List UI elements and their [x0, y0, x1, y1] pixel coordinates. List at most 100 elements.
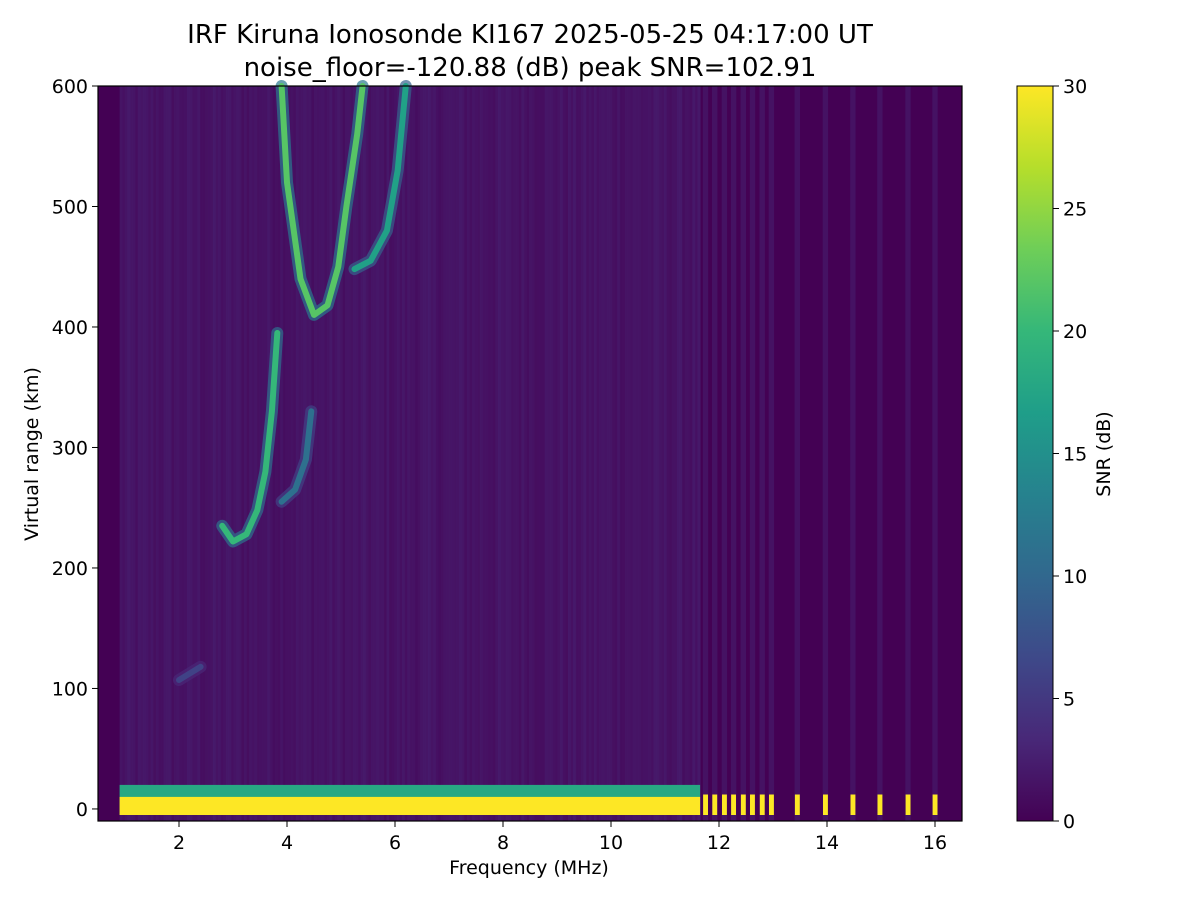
noise-column: [396, 86, 400, 821]
noise-column: [578, 86, 582, 821]
noise-column: [391, 86, 395, 821]
noise-column: [207, 86, 211, 821]
noise-column: [285, 86, 289, 821]
chart-subtitle: noise_floor=-120.88 (dB) peak SNR=102.91: [244, 53, 817, 83]
noise-column: [508, 86, 512, 821]
clutter-column: [823, 794, 828, 815]
noise-column: [135, 86, 139, 821]
echo-traces: [173, 80, 412, 686]
noise-column: [433, 86, 437, 821]
noise-column: [272, 86, 276, 821]
noise-column: [282, 86, 286, 821]
noise-column: [614, 86, 618, 821]
noise-column: [544, 86, 548, 821]
noise-column: [712, 86, 718, 821]
noise-column: [500, 86, 504, 821]
heatmap-area: [98, 80, 962, 821]
noise-column: [573, 86, 577, 821]
noise-column: [168, 86, 172, 821]
clutter-column: [877, 794, 883, 815]
noise-column: [498, 86, 501, 821]
noise-column: [560, 86, 564, 821]
noise-column: [155, 86, 159, 821]
noise-column: [759, 86, 765, 821]
noise-column: [702, 86, 709, 821]
noise-column: [464, 86, 468, 821]
noise-column: [619, 86, 623, 821]
noise-column: [513, 86, 517, 821]
clutter-column: [712, 794, 718, 815]
noise-column: [674, 86, 678, 821]
noise-column: [409, 86, 413, 821]
noise-column: [350, 86, 354, 821]
noise-column: [472, 86, 476, 821]
noise-column: [692, 86, 696, 821]
noise-column: [324, 86, 328, 821]
noise-column: [666, 86, 670, 821]
plot-frame: [97, 85, 963, 822]
noise-column: [601, 86, 605, 821]
clutter-column: [740, 794, 746, 815]
noise-column: [384, 86, 387, 821]
echo-trace: [219, 330, 281, 545]
noise-column: [459, 86, 463, 821]
clutter-column: [731, 794, 736, 815]
noise-column: [593, 86, 597, 821]
noise-column: [236, 86, 240, 821]
noise-column: [163, 86, 167, 821]
noise-column: [599, 86, 603, 821]
noise-column: [425, 86, 429, 821]
noise-column: [192, 86, 196, 821]
noise-column: [635, 86, 639, 821]
noise-column: [407, 86, 411, 821]
noise-column: [505, 86, 509, 821]
noise-column: [142, 86, 146, 821]
noise-column: [332, 86, 336, 821]
noise-column: [371, 86, 374, 821]
noise-column: [420, 86, 424, 821]
noise-column: [280, 86, 284, 821]
noise-column: [617, 86, 621, 821]
y-tick-label: 300: [52, 437, 88, 459]
noise-column: [905, 86, 911, 821]
noise-column: [596, 86, 600, 821]
noise-column: [671, 86, 675, 821]
colorbar-tick-label: 25: [1063, 199, 1087, 221]
noise-column: [311, 86, 315, 821]
noise-column: [656, 86, 660, 821]
noise-column: [378, 86, 382, 821]
y-axis-label: Virtual range (km): [21, 367, 43, 541]
noise-column: [174, 86, 177, 821]
noise-column: [435, 86, 439, 821]
noise-column: [231, 86, 235, 821]
noise-column: [124, 86, 128, 821]
noise-column: [358, 86, 362, 821]
y-axis: 0 100 200 300 400 500 600: [52, 76, 98, 821]
noise-column: [531, 86, 535, 821]
noise-column: [632, 86, 636, 821]
noise-column: [552, 86, 556, 821]
noise-column: [721, 86, 728, 821]
noise-column: [640, 86, 644, 821]
noise-column: [443, 86, 447, 821]
noise-column: [474, 86, 478, 821]
noise-column: [609, 86, 613, 821]
noise-column: [355, 86, 359, 821]
noise-column: [259, 86, 263, 821]
clutter-column: [759, 794, 765, 815]
noise-column: [487, 86, 491, 821]
noise-column: [225, 86, 229, 821]
noise-column: [684, 86, 688, 821]
noise-column: [490, 86, 494, 821]
noise-column: [202, 86, 206, 821]
noise-column: [932, 86, 938, 821]
noise-column: [352, 86, 356, 821]
noise-column: [342, 86, 346, 821]
noise-column: [290, 86, 294, 821]
colorbar-tick-label: 15: [1063, 444, 1087, 466]
noise-column: [130, 86, 133, 821]
y-tick-label: 100: [52, 678, 88, 700]
colorbar-tick-label: 10: [1063, 566, 1087, 588]
noise-column: [399, 86, 403, 821]
noise-column: [645, 86, 649, 821]
